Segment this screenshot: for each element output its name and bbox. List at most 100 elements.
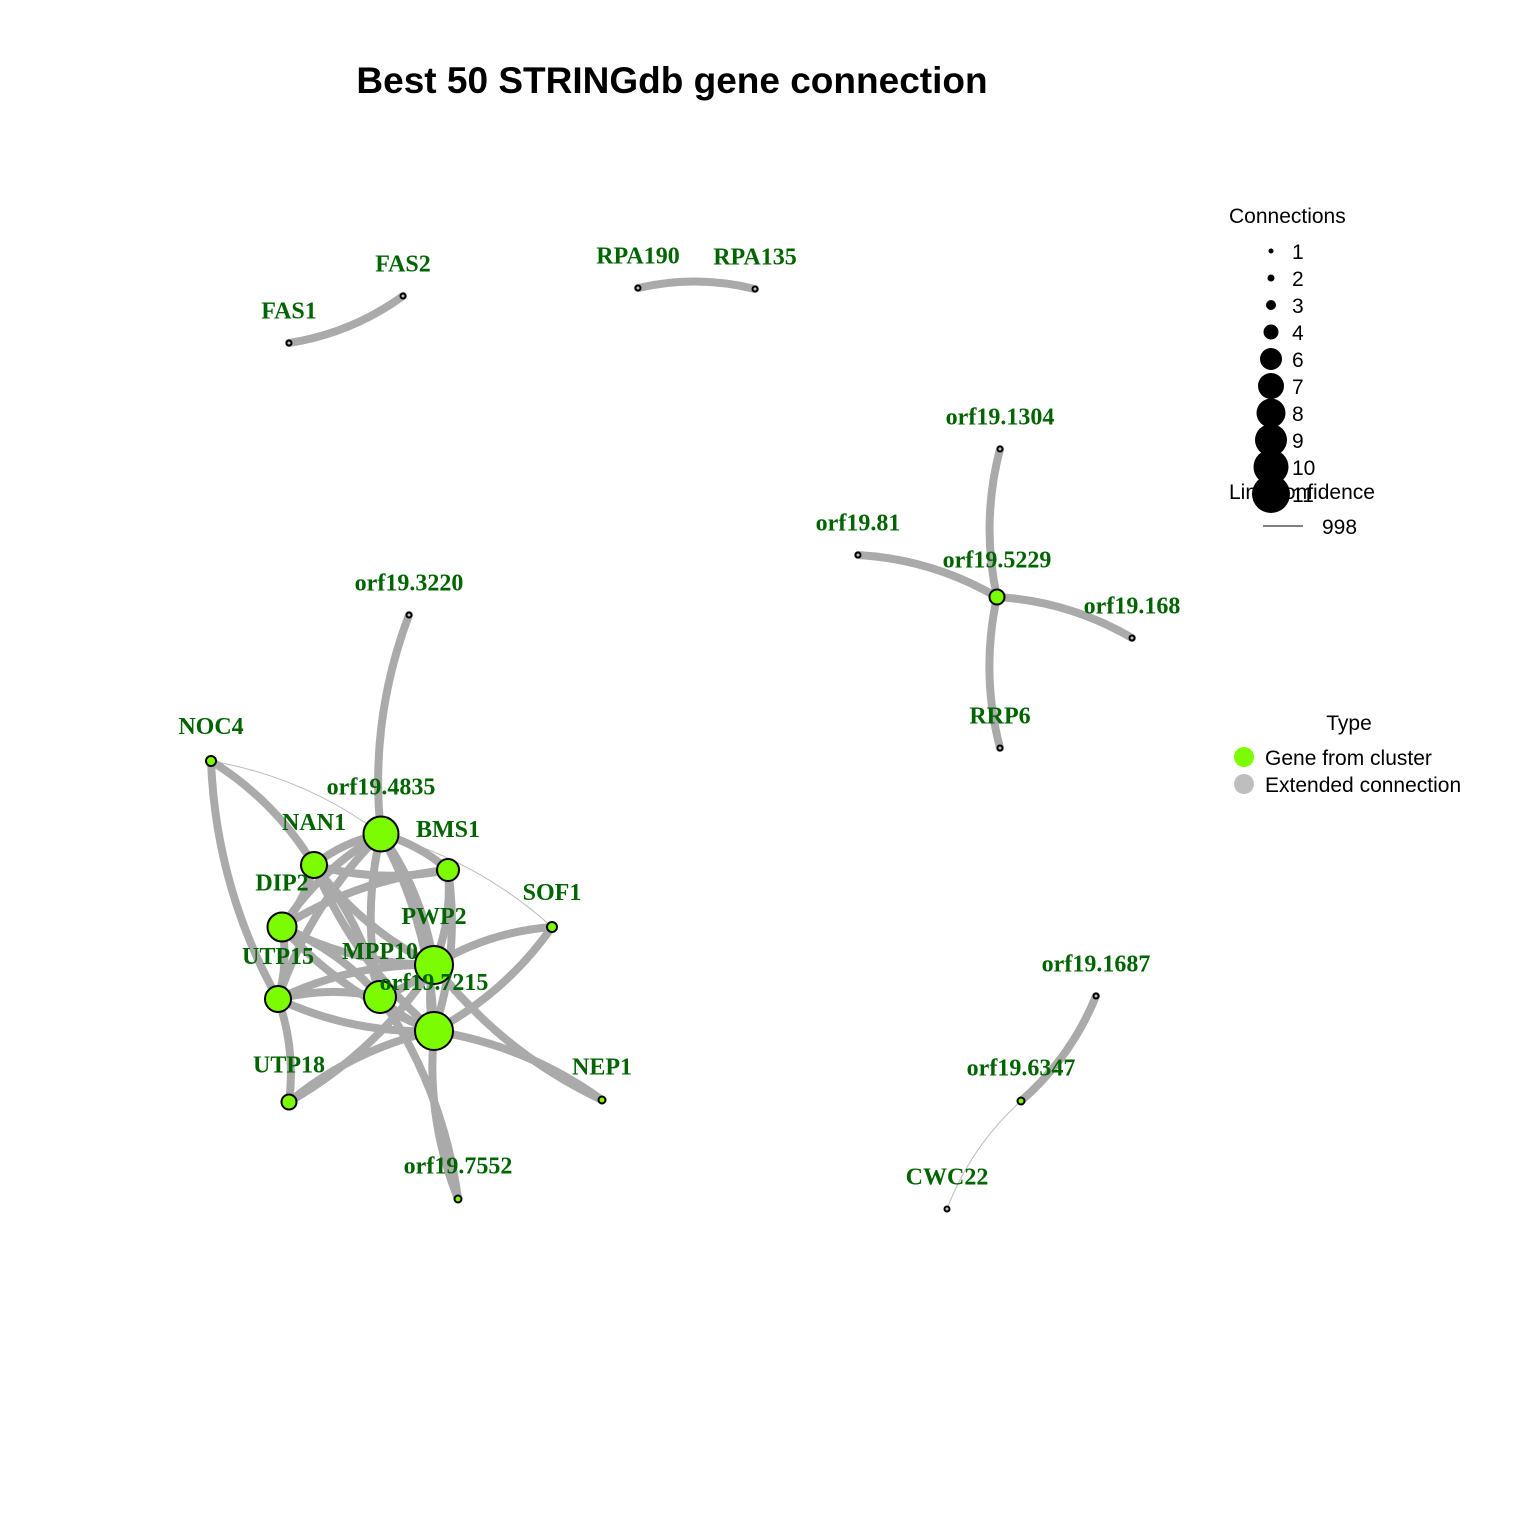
edge-orf19-7215-orf19-7552	[428, 1027, 462, 1203]
node-fas2[interactable]	[399, 292, 407, 300]
node-label-nep1: NEP1	[572, 1055, 632, 1081]
node-label-utp15: UTP15	[242, 944, 314, 970]
edge-orf19-3220-orf19-4835	[374, 611, 413, 838]
legend-connections-dot-10	[1253, 449, 1289, 485]
edge-orf19-4835-sof1	[380, 833, 553, 928]
node-label-orf19-168: orf19.168	[1084, 594, 1181, 620]
node-orf19-6347[interactable]	[1016, 1096, 1026, 1106]
legend-connections: Connections 1 2 3 4 6 7 8 9 10 11	[1229, 205, 1346, 513]
node-utp15[interactable]	[264, 985, 292, 1013]
node-label-rpa190: RPA190	[596, 244, 680, 270]
legend-link-confidence: Link confidence 998	[1229, 481, 1375, 539]
edge-orf19-7215-nep1	[430, 1027, 606, 1104]
node-label-orf19-3220: orf19.3220	[355, 571, 464, 597]
node-orf19-168[interactable]	[1128, 634, 1136, 642]
legend-link-title: Link confidence	[1229, 481, 1375, 504]
edge-rpa190-rpa135	[634, 277, 759, 293]
node-utp18[interactable]	[280, 1093, 298, 1111]
node-orf19-1304[interactable]	[996, 445, 1004, 453]
legend-connections-label-6: 6	[1292, 349, 1304, 372]
legend-connections-label-4: 4	[1292, 322, 1304, 345]
edge-orf19-6347-cwc22	[946, 1100, 1022, 1210]
node-sof1[interactable]	[546, 921, 558, 933]
legend-connections-dot-4	[1263, 324, 1279, 340]
legend-connections-dot-7	[1258, 373, 1284, 399]
legend-type: Type Gene from cluster Extended connectio…	[1234, 712, 1461, 797]
node-label-fas1: FAS1	[261, 299, 317, 325]
node-orf19-81[interactable]	[854, 551, 862, 559]
legend-type-swatch-extended-connection	[1234, 774, 1254, 794]
node-label-noc4: NOC4	[178, 714, 243, 740]
node-dip2[interactable]	[266, 911, 298, 943]
legend-type-swatch-gene-from-cluster	[1234, 747, 1254, 767]
edge-noc4-nan1	[207, 757, 318, 869]
legend-connections-dot-8	[1256, 398, 1286, 428]
edge-rrp6-orf19-5229	[985, 593, 1004, 752]
node-label-rpa135: RPA135	[713, 245, 797, 271]
node-label-pwp2: PWP2	[401, 904, 466, 930]
node-label-fas2: FAS2	[375, 252, 431, 278]
node-label-mpp10: MPP10	[342, 939, 418, 965]
node-nan1[interactable]	[300, 851, 328, 879]
legend-connections-title: Connections	[1229, 205, 1346, 228]
legend-connections-dot-9	[1255, 424, 1287, 456]
node-label-sof1: SOF1	[523, 880, 582, 906]
node-label-orf19-1687: orf19.1687	[1042, 952, 1151, 978]
node-noc4[interactable]	[205, 755, 217, 767]
legend-connections-label-9: 9	[1292, 430, 1304, 453]
node-fas1[interactable]	[285, 339, 293, 347]
node-rrp6[interactable]	[996, 744, 1004, 752]
edge-orf19-1304-orf19-5229	[985, 445, 1004, 601]
legend-connections-label-7: 7	[1292, 376, 1304, 399]
node-label-cwc22: CWC22	[906, 1165, 989, 1191]
edge-orf19-81-orf19-5229	[854, 551, 1001, 601]
node-nep1[interactable]	[597, 1095, 607, 1105]
edge-noc4-orf19-4835	[210, 760, 382, 835]
legend-type-label-gene-from-cluster: Gene from cluster	[1265, 747, 1432, 770]
edge-nan1-mpp10	[310, 861, 384, 1001]
node-bms1[interactable]	[436, 858, 460, 882]
legend-connections-dot-2	[1267, 274, 1275, 282]
node-label-nan1: NAN1	[282, 810, 346, 836]
legend-type-label-extended-connection: Extended connection	[1265, 774, 1461, 797]
node-orf19-1687[interactable]	[1092, 992, 1100, 1000]
edge-orf19-1687-orf19-6347	[1017, 992, 1100, 1105]
edge-orf19-168-orf19-5229	[993, 593, 1136, 642]
edge-utp15-utp18	[274, 995, 295, 1106]
node-label-orf19-5229: orf19.5229	[943, 548, 1052, 574]
node-mpp10[interactable]	[363, 980, 397, 1014]
node-rpa135[interactable]	[751, 285, 759, 293]
node-label-orf19-6347: orf19.6347	[967, 1056, 1076, 1082]
legend-connections-dot-1	[1268, 248, 1274, 254]
node-label-orf19-1304: orf19.1304	[946, 405, 1055, 431]
node-rpa190[interactable]	[634, 284, 642, 292]
legend-connections-label-11: 11	[1292, 484, 1314, 507]
legend-connections-dot-3	[1266, 300, 1276, 310]
node-cwc22[interactable]	[943, 1205, 951, 1213]
node-label-dip2: DIP2	[255, 871, 308, 897]
node-label-rrp6: RRP6	[969, 704, 1030, 730]
edge-bms1-dip2	[278, 866, 452, 931]
node-orf19-7215[interactable]	[414, 1011, 454, 1051]
legend-connections-label-3: 3	[1292, 295, 1304, 318]
legend-connections-label-8: 8	[1292, 403, 1304, 426]
legend-connections-label-10: 10	[1292, 457, 1315, 480]
node-orf19-7552[interactable]	[453, 1194, 463, 1204]
node-label-bms1: BMS1	[416, 817, 480, 843]
legend-connections-label-2: 2	[1292, 268, 1304, 291]
node-label-orf19-7215: orf19.7215	[380, 970, 489, 996]
node-layer	[205, 284, 1136, 1213]
legend-link-label-998: 998	[1322, 516, 1357, 539]
node-label-utp18: UTP18	[253, 1053, 325, 1079]
edge-noc4-utp15	[207, 757, 282, 1003]
legend-type-title: Type	[1326, 712, 1372, 735]
node-pwp2[interactable]	[414, 945, 454, 985]
node-orf19-5229[interactable]	[988, 588, 1006, 606]
legend-connections-dot-6	[1260, 348, 1282, 370]
node-label-orf19-7552: orf19.7552	[404, 1154, 513, 1180]
node-orf19-3220[interactable]	[405, 611, 413, 619]
node-label-orf19-81: orf19.81	[816, 511, 901, 537]
node-orf19-4835[interactable]	[362, 815, 400, 853]
legend-connections-dot-11	[1252, 475, 1290, 513]
